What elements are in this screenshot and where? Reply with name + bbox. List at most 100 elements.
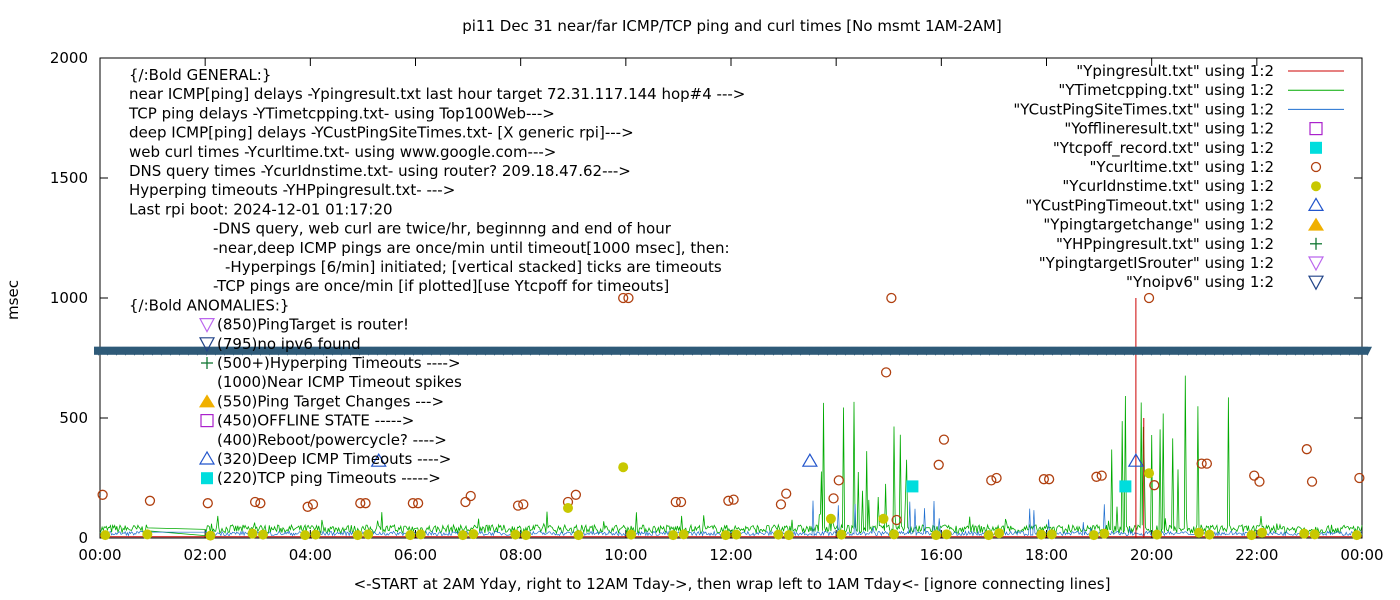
y-tick-label: 1500	[50, 169, 88, 187]
marker-open-circle-point	[828, 493, 839, 504]
marker-filled-circle-point	[931, 530, 942, 541]
y-tick-label: 500	[59, 409, 88, 427]
marker-filled-circle-point	[205, 530, 216, 541]
legend-marker-open-square	[1309, 121, 1323, 136]
marker-open-circle-point	[833, 475, 844, 486]
legend-marker-filled-square	[1310, 141, 1322, 154]
x-tick-label: 00:00	[78, 546, 121, 564]
anomaly-marker-filled-square	[201, 472, 213, 485]
marker-open-circle-point	[775, 499, 787, 510]
marker-filled-circle-point	[310, 529, 321, 540]
marker-filled-circle-point	[1309, 529, 1320, 540]
marker-filled-circle-point	[520, 530, 531, 541]
marker-open-circle-point	[728, 494, 739, 505]
marker-open-circle-point	[1143, 292, 1155, 304]
marker-open-circle-point	[360, 498, 371, 509]
marker-filled-circle-point	[836, 529, 847, 540]
marker-open-circle-point	[670, 496, 681, 508]
marker-filled-square-point	[906, 480, 919, 493]
marker-filled-circle-point	[1204, 529, 1215, 540]
legend-marker-open-triangle-down	[1307, 275, 1325, 291]
marker-open-circle-point	[891, 514, 902, 526]
marker-open-circle-point	[518, 499, 529, 510]
legend-label: "Ytcpoff_record.txt" using 1:2	[1053, 139, 1274, 158]
marker-open-circle-point	[1301, 444, 1312, 455]
marker-open-circle-point	[144, 495, 156, 506]
note-line: DNS query times -YcurIdnstime.txt- using…	[129, 162, 631, 180]
marker-open-triangle-up-point	[801, 453, 818, 467]
x-tick-label: 02:00	[184, 546, 227, 564]
x-tick-label: 22:00	[1235, 546, 1278, 564]
y-tick-label: 1000	[50, 289, 88, 307]
legend-marker-open-triangle-up	[1307, 197, 1325, 211]
marker-filled-circle-point	[889, 529, 900, 540]
note-indented-line: -DNS query, web curl are twice/hr, begin…	[213, 220, 672, 238]
marker-filled-circle-point	[1144, 468, 1155, 479]
marker-filled-circle-point	[363, 529, 374, 540]
marker-open-triangle-up-point	[1127, 453, 1144, 467]
y-tick-label: 2000	[50, 49, 88, 67]
marker-open-circle-point	[512, 500, 524, 511]
legend-label: "YHPpingresult.txt" using 1:2	[1056, 235, 1274, 253]
marker-open-circle-point	[1149, 480, 1160, 491]
marker-open-circle-point	[938, 434, 950, 445]
marker-filled-circle-point	[783, 530, 794, 541]
marker-filled-circle-point	[573, 530, 584, 541]
legend-marker-plus	[1310, 237, 1322, 250]
legend-marker-open-triangle-down	[1307, 256, 1325, 272]
marker-filled-circle-point	[415, 529, 426, 540]
marker-filled-circle-point	[668, 530, 679, 541]
marker-filled-circle-point	[1151, 529, 1162, 540]
marker-filled-circle-point	[352, 530, 363, 541]
marker-open-circle-point	[1038, 474, 1050, 485]
marker-filled-circle-point	[825, 513, 836, 524]
legend-label: "YTimetcpping.txt" using 1:2	[1058, 81, 1274, 99]
marker-open-circle-point	[570, 489, 582, 500]
marker-open-circle-point	[249, 496, 261, 508]
x-tick-label: 08:00	[499, 546, 542, 564]
marker-filled-circle-point	[1099, 528, 1110, 539]
marker-open-circle-point	[255, 498, 266, 509]
legend-label: "Ynoipv6" using 1:2	[1126, 273, 1274, 291]
marker-filled-circle-point	[1246, 530, 1257, 541]
legend-marker-open-circle	[1310, 161, 1322, 173]
marker-open-circle-point	[1249, 470, 1260, 481]
legend-label: "YcurIdnstime.txt" using 1:2	[1062, 177, 1274, 195]
note-indented-line: -TCP pings are once/min [if plotted][use…	[213, 277, 669, 295]
marker-filled-circle-point	[720, 530, 731, 541]
anomaly-marker-filled-triangle-up	[199, 394, 215, 408]
marker-filled-circle-point	[983, 530, 994, 541]
marker-open-circle-point	[97, 489, 108, 500]
marker-open-circle-point	[460, 496, 471, 508]
anomaly-label: (400)Reboot/powercycle? ---->	[217, 431, 447, 449]
x-tick-label: 14:00	[815, 546, 858, 564]
marker-open-circle-point	[1096, 470, 1107, 481]
marker-open-circle-point	[307, 499, 319, 510]
note-line: near ICMP[ping] delays -Ypingresult.txt …	[129, 85, 745, 103]
marker-open-circle-point	[986, 475, 997, 486]
chart-title: pi11 Dec 31 near/far ICMP/TCP ping and c…	[462, 17, 1002, 35]
anomaly-marker-plus	[201, 357, 213, 369]
marker-filled-circle-point	[1036, 529, 1047, 540]
legend-label: "YCustPingTimeout.txt" using 1:2	[1025, 196, 1274, 214]
marker-open-triangle-up-point	[370, 453, 387, 467]
anomaly-label: (220)TCP ping Timeouts ----->	[217, 469, 441, 487]
marker-filled-circle-point	[405, 530, 416, 541]
marker-open-circle-point	[886, 292, 897, 304]
x-tick-label: 16:00	[920, 546, 963, 564]
marker-filled-circle-point	[1257, 527, 1268, 538]
marker-open-circle-point	[781, 488, 792, 499]
marker-open-circle-point	[355, 498, 366, 509]
anomaly-label: (1000)Near ICMP Timeout spikes	[217, 373, 462, 391]
marker-open-circle-point	[1201, 458, 1213, 469]
marker-filled-circle-point	[1193, 527, 1204, 538]
marker-open-circle-point	[933, 459, 944, 470]
note-line: {/:Bold GENERAL:}	[129, 66, 271, 84]
x-tick-label: 06:00	[394, 546, 437, 564]
marker-filled-circle-point	[510, 529, 521, 540]
legend-label: "Ypingresult.txt" using 1:2	[1076, 62, 1274, 80]
note-line: web curl times -Ycurltime.txt- using www…	[129, 143, 556, 161]
x-tick-label: 18:00	[1025, 546, 1068, 564]
note-line: Last rpi boot: 2024-12-01 01:17:20	[129, 200, 393, 218]
anomaly-marker-open-triangle-down	[198, 318, 216, 333]
